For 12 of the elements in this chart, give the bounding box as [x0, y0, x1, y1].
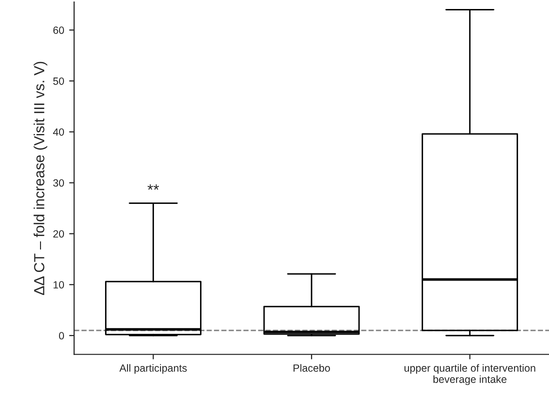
- y-axis-title: ΔΔ CT – fold increase (Visit III vs. V): [34, 62, 48, 296]
- y-tick-label: 20: [53, 230, 64, 238]
- y-tick-label: 10: [54, 281, 64, 288]
- y-tick-label: 40: [53, 128, 64, 136]
- annotation: **: [148, 184, 159, 190]
- y-tick-label: 60: [53, 26, 64, 34]
- x-tick-label: upper quartile of intervention beverage intake: [404, 364, 536, 386]
- y-tick-label: 30: [53, 179, 64, 187]
- x-tick-label: All participants: [119, 364, 187, 374]
- y-tick-label: 0: [59, 332, 64, 340]
- y-tick-label: 50: [53, 77, 64, 85]
- x-tick-label: Placebo: [294, 364, 330, 372]
